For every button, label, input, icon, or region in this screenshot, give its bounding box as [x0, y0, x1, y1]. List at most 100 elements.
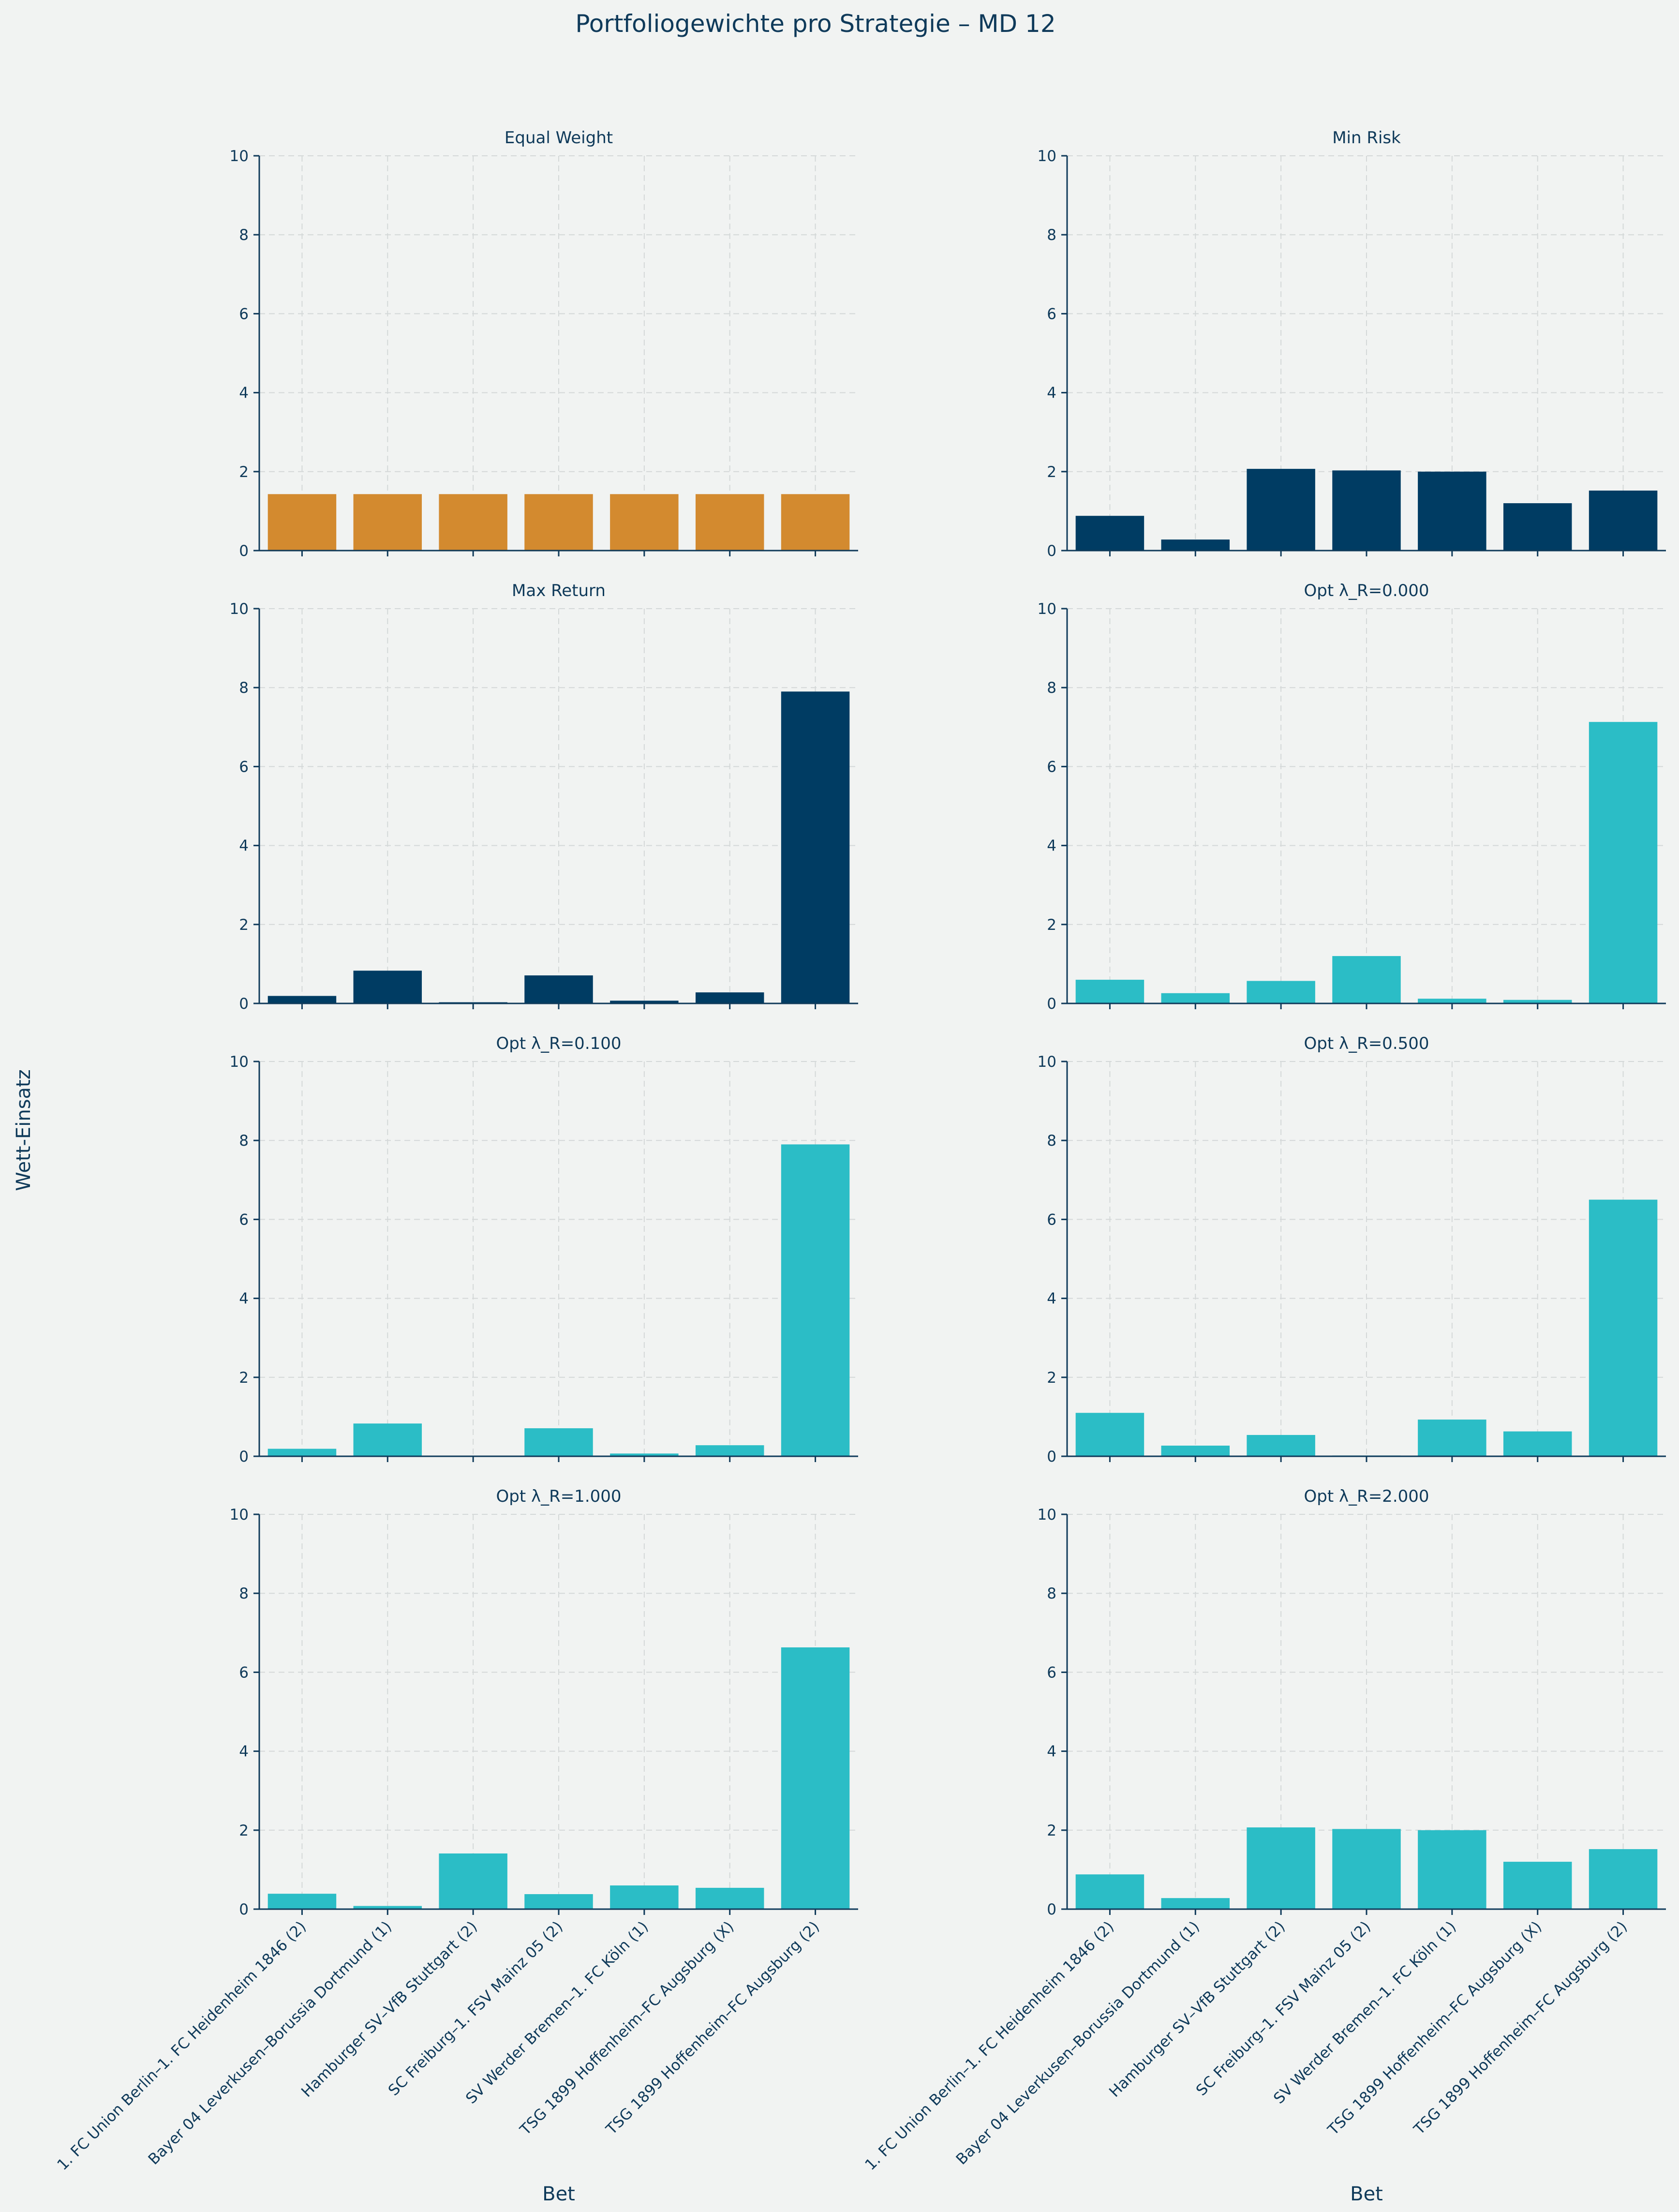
bar: [267, 1894, 337, 1909]
y-tick-label: 0: [239, 995, 249, 1013]
y-tick-label: 10: [230, 600, 249, 618]
bar: [1161, 1445, 1230, 1456]
y-tick-label: 10: [1038, 600, 1056, 618]
panel-5: 0 2 4 6 8 10 Opt λ_R=0.100: [230, 1034, 858, 1465]
bar: [1075, 1874, 1144, 1909]
x-tick-label: Hamburger SV–VfB Stuttgart (2): [298, 1918, 481, 2101]
bar: [610, 1453, 679, 1456]
bar: [1247, 1435, 1315, 1456]
bar: [524, 1894, 593, 1909]
panel-3: 0 2 4 6 8 10 Max Return: [230, 581, 858, 1013]
bar: [1589, 490, 1658, 551]
bar: [781, 1647, 850, 1909]
chart-title: Portfoliogewichte pro Strategie – MD 12: [575, 10, 1055, 38]
y-tick-label: 8: [239, 679, 249, 697]
bar: [524, 1428, 593, 1456]
y-tick-label: 2: [239, 463, 249, 481]
panel-title: Equal Weight: [505, 128, 613, 148]
bar: [353, 494, 422, 551]
bar: [1503, 1431, 1572, 1456]
bar: [1589, 722, 1658, 1003]
panel-4: 0 2 4 6 8 10 Opt λ_R=0.000: [1038, 581, 1666, 1013]
x-axis-label: Bet: [1350, 2183, 1383, 2205]
panel-2: 0 2 4 6 8 10 Min Risk: [1038, 128, 1666, 560]
bar: [781, 1144, 850, 1456]
y-tick-label: 4: [1047, 385, 1056, 402]
y-tick-label: 4: [239, 1743, 249, 1761]
panels-group: 0 2 4 6 8 10 Equal Weight 0 2 4 6 8 10 Min Risk 0 2 4 6 8 1…: [54, 128, 1666, 2205]
y-tick-label: 8: [1047, 1585, 1056, 1602]
panel-title: Opt λ_R=2.000: [1304, 1487, 1429, 1506]
bar: [439, 494, 507, 551]
y-tick-label: 4: [1047, 1743, 1056, 1761]
bar: [1075, 516, 1144, 551]
bar: [1161, 539, 1230, 551]
y-tick-label: 0: [1047, 995, 1056, 1013]
y-tick-label: 4: [239, 837, 249, 855]
bar: [1332, 470, 1401, 551]
panel-title: Opt λ_R=0.500: [1304, 1034, 1429, 1053]
bar: [1503, 1862, 1572, 1909]
bar: [1418, 471, 1486, 551]
y-tick-label: 6: [239, 305, 249, 323]
y-tick-label: 0: [1047, 1448, 1056, 1465]
y-tick-label: 6: [239, 1211, 249, 1228]
bar: [781, 691, 850, 1003]
y-tick-label: 2: [239, 1369, 249, 1387]
panel-title: Opt λ_R=0.100: [496, 1034, 621, 1053]
y-tick-label: 2: [239, 916, 249, 934]
bar: [524, 494, 593, 551]
y-tick-label: 6: [1047, 1664, 1056, 1681]
bar: [610, 1885, 679, 1909]
y-tick-label: 2: [1047, 1822, 1056, 1839]
y-tick-label: 10: [1038, 1053, 1056, 1071]
bar: [781, 494, 850, 551]
y-tick-label: 2: [1047, 916, 1056, 934]
y-tick-label: 0: [239, 1901, 249, 1918]
bar: [1589, 1199, 1658, 1456]
bar: [1247, 1827, 1315, 1909]
bar: [610, 1001, 679, 1003]
y-axis-label: Wett-Einsatz: [13, 1069, 35, 1191]
y-tick-label: 4: [239, 1290, 249, 1308]
y-tick-label: 2: [1047, 1369, 1056, 1387]
y-tick-label: 4: [1047, 837, 1056, 855]
y-tick-label: 8: [239, 226, 249, 244]
y-tick-label: 6: [239, 1664, 249, 1681]
x-tick-label: SV Werder Bremen–1. FC Köln (1): [462, 1918, 652, 2107]
y-tick-label: 8: [239, 1585, 249, 1602]
x-tick-label: SC Freiburg–1. FSV Mainz 05 (2): [385, 1918, 566, 2099]
bar: [1332, 1829, 1401, 1909]
panel-title: Min Risk: [1332, 128, 1401, 148]
bar: [610, 494, 679, 551]
bar: [1418, 999, 1486, 1003]
bar: [695, 1445, 764, 1456]
y-tick-label: 0: [239, 1448, 249, 1465]
bar: [1161, 1898, 1230, 1909]
x-tick-label: Hamburger SV–VfB Stuttgart (2): [1106, 1918, 1289, 2101]
x-tick-label: SV Werder Bremen–1. FC Köln (1): [1270, 1918, 1459, 2107]
bar: [524, 975, 593, 1003]
y-tick-label: 8: [1047, 1132, 1056, 1150]
bar: [1418, 1420, 1486, 1456]
y-tick-label: 6: [1047, 1211, 1056, 1228]
y-tick-label: 8: [1047, 226, 1056, 244]
bar: [695, 494, 764, 551]
bar: [1247, 469, 1315, 551]
bar: [353, 1906, 422, 1909]
panel-1: 0 2 4 6 8 10 Equal Weight: [230, 128, 858, 560]
y-tick-label: 8: [239, 1132, 249, 1150]
bar: [1075, 1413, 1144, 1456]
bar: [695, 992, 764, 1003]
y-tick-label: 6: [239, 758, 249, 776]
bar: [353, 1423, 422, 1456]
y-tick-label: 4: [239, 385, 249, 402]
y-tick-label: 0: [1047, 1901, 1056, 1918]
bar: [1075, 980, 1144, 1003]
y-tick-label: 10: [230, 148, 249, 165]
y-tick-label: 10: [1038, 1506, 1056, 1524]
panel-title: Opt λ_R=1.000: [496, 1487, 621, 1506]
